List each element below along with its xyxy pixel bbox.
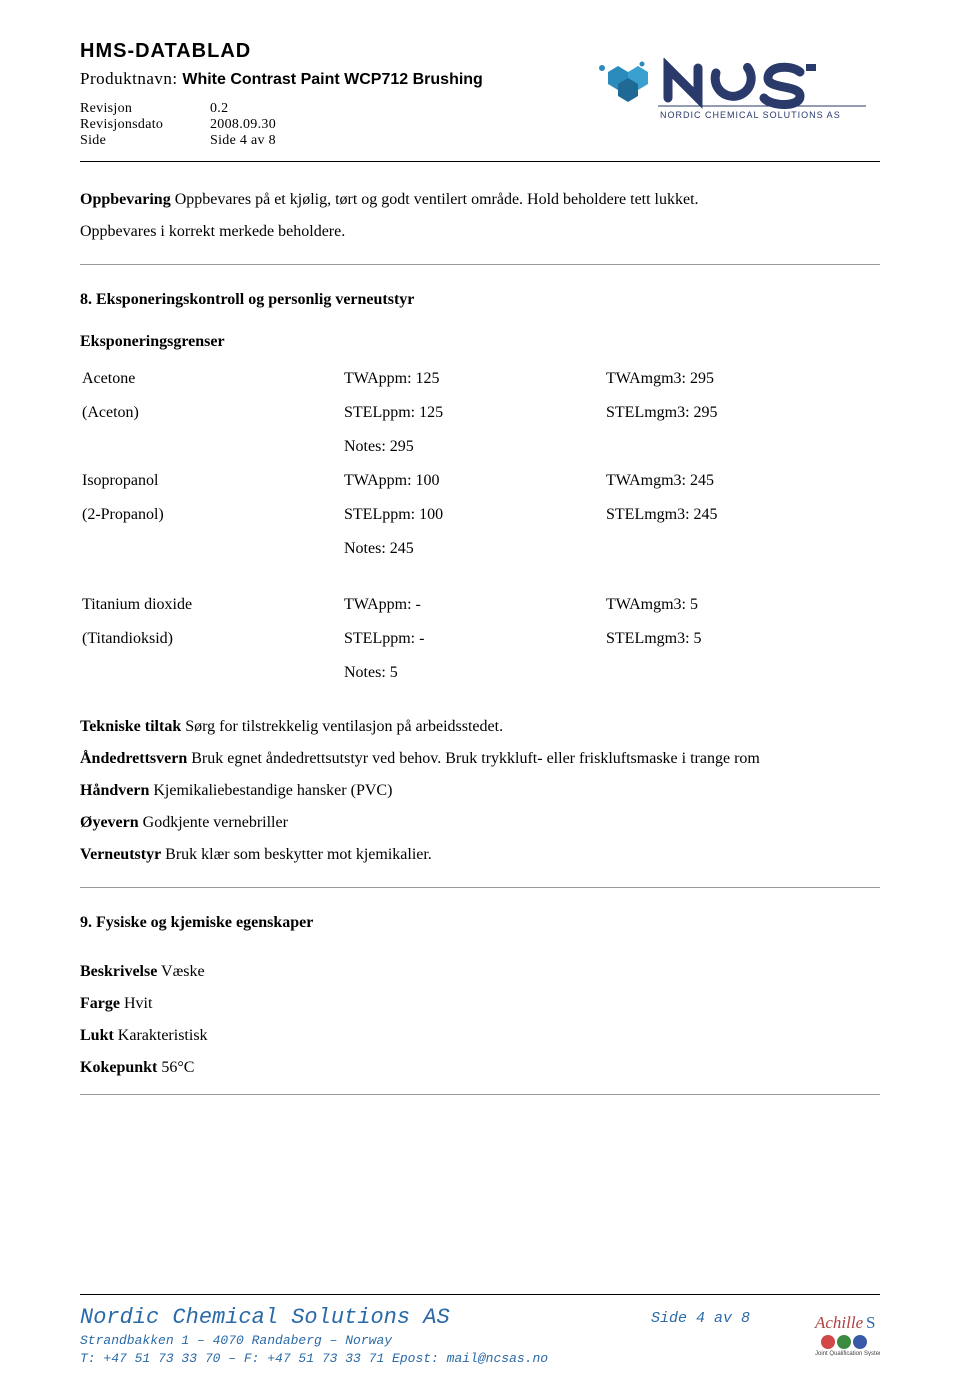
footer-contact: T: +47 51 73 33 70 – F: +47 51 73 33 71 … (80, 1350, 880, 1368)
side-value: Side 4 av 8 (210, 133, 276, 149)
table-cell: (Aceton) (82, 397, 342, 429)
section-divider-3 (80, 1094, 880, 1095)
tech-measures-label: Tekniske tiltak (80, 718, 181, 735)
odor-value: Karakteristisk (118, 1027, 208, 1044)
footer-divider (80, 1294, 880, 1295)
table-cell: Notes: 5 (344, 657, 604, 689)
table-cell (606, 431, 878, 463)
achilles-logo: Achille S Joint Qualification System (810, 1304, 880, 1356)
side-label: Side (80, 133, 210, 149)
protective-equipment-text: Bruk klær som beskytter mot kjemikalier. (165, 846, 432, 863)
hand-protection-label: Håndvern (80, 782, 149, 799)
table-cell: STELmgm3: 245 (606, 499, 878, 531)
color-value: Hvit (124, 995, 152, 1012)
footer-address: Strandbakken 1 – 4070 Randaberg – Norway (80, 1332, 880, 1350)
table-cell: Isopropanol (82, 465, 342, 497)
tech-measures-text: Sørg for tilstrekkelig ventilasjon på ar… (185, 718, 503, 735)
respiratory-label: Åndedrettsvern (80, 750, 187, 767)
table-cell: TWAppm: 125 (344, 363, 604, 395)
eye-protection-text: Godkjente vernebriller (143, 814, 288, 831)
revision-date-label: Revisjonsdato (80, 117, 210, 133)
hand-protection-text: Kjemikaliebestandige hansker (PVC) (153, 782, 392, 799)
revision-date-value: 2008.09.30 (210, 117, 276, 133)
exposure-table-2: Titanium dioxideTWAppm: -TWAmgm3: 5 (Tit… (80, 587, 880, 691)
product-label: Produktnavn: (80, 69, 178, 88)
odor-label: Lukt (80, 1027, 114, 1044)
table-cell: STELmgm3: 295 (606, 397, 878, 429)
table-cell: Notes: 295 (344, 431, 604, 463)
svg-text:Achille: Achille (814, 1313, 864, 1332)
page-footer: Nordic Chemical Solutions AS Strandbakke… (80, 1294, 880, 1368)
table-cell: Titanium dioxide (82, 589, 342, 621)
revision-label: Revisjon (80, 101, 210, 117)
protective-equipment-label: Verneutstyr (80, 846, 161, 863)
table-cell: TWAppm: 100 (344, 465, 604, 497)
table-cell: (2-Propanol) (82, 499, 342, 531)
product-name: White Contrast Paint WCP712 Brushing (182, 71, 482, 88)
table-cell: (Titandioksid) (82, 623, 342, 655)
protective-equipment-block: Tekniske tiltak Sørg for tilstrekkelig v… (80, 711, 880, 871)
color-label: Farge (80, 995, 120, 1012)
boiling-point-value: 56°C (161, 1059, 194, 1076)
section8-heading: 8. Eksponeringskontroll og personlig ver… (80, 291, 880, 309)
table-cell (606, 657, 878, 689)
storage-text2: Oppbevares i korrekt merkede beholdere. (80, 216, 880, 248)
eye-protection-label: Øyevern (80, 814, 139, 831)
section-divider-1 (80, 264, 880, 265)
table-cell: STELppm: 100 (344, 499, 604, 531)
table-cell (82, 657, 342, 689)
exposure-table-1: AcetoneTWAppm: 125TWAmgm3: 295 (Aceton)S… (80, 361, 880, 567)
header-divider (80, 161, 880, 162)
storage-text1: Oppbevares på et kjølig, tørt og godt ve… (175, 191, 699, 208)
revision-value: 0.2 (210, 101, 228, 117)
storage-block: Oppbevaring Oppbevares på et kjølig, tør… (80, 184, 880, 248)
table-cell: Notes: 245 (344, 533, 604, 565)
description-label: Beskrivelse (80, 963, 157, 980)
respiratory-text: Bruk egnet åndedrettsutstyr ved behov. B… (191, 750, 760, 767)
svg-text:Joint Qualification System: Joint Qualification System (815, 1351, 880, 1356)
section9-heading: 9. Fysiske og kjemiske egenskaper (80, 914, 880, 932)
table-cell: STELmgm3: 5 (606, 623, 878, 655)
table-cell: Acetone (82, 363, 342, 395)
exposure-limits-heading: Eksponeringsgrenser (80, 333, 880, 351)
table-cell: TWAmgm3: 295 (606, 363, 878, 395)
footer-company: Nordic Chemical Solutions AS (80, 1305, 880, 1330)
table-cell: TWAppm: - (344, 589, 604, 621)
logo-subtitle: NORDIC CHEMICAL SOLUTIONS AS (660, 110, 841, 120)
table-cell (82, 533, 342, 565)
boiling-point-label: Kokepunkt (80, 1059, 157, 1076)
table-cell: TWAmgm3: 245 (606, 465, 878, 497)
company-logo: NORDIC CHEMICAL SOLUTIONS AS (590, 58, 870, 120)
table-cell: STELppm: 125 (344, 397, 604, 429)
physical-properties-block: Beskrivelse Væske Farge Hvit Lukt Karakt… (80, 956, 880, 1084)
footer-page-number: Side 4 av 8 (651, 1310, 750, 1327)
table-cell (82, 431, 342, 463)
table-cell (606, 533, 878, 565)
storage-label: Oppbevaring (80, 191, 171, 208)
table-cell: TWAmgm3: 5 (606, 589, 878, 621)
table-cell: STELppm: - (344, 623, 604, 655)
svg-text:S: S (866, 1313, 875, 1332)
section-divider-2 (80, 887, 880, 888)
description-value: Væske (161, 963, 205, 980)
